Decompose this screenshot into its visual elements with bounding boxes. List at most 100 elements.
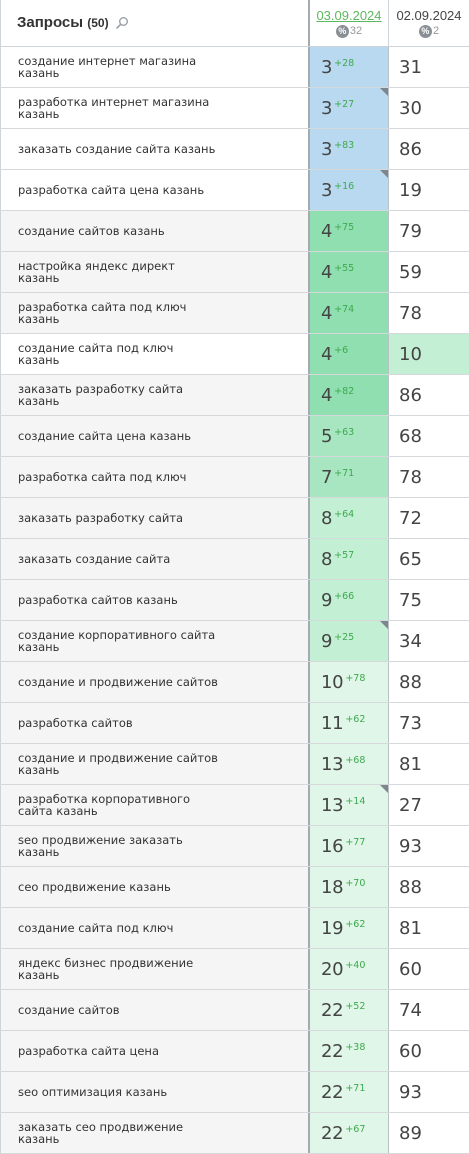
prev-position-cell[interactable]: 88 (389, 867, 470, 907)
prev-position-cell[interactable]: 73 (389, 703, 470, 743)
position-cell[interactable]: 4 +75 (308, 211, 389, 251)
position-cell[interactable]: 18 +70 (308, 867, 389, 907)
table-row[interactable]: разработка корпоративного сайта казань 13… (0, 785, 470, 826)
position-cell[interactable]: 4 +74 (308, 293, 389, 333)
table-row[interactable]: создание сайтов казань 4 +75 79 (0, 211, 470, 252)
prev-position-cell[interactable]: 86 (389, 375, 470, 415)
position-cell[interactable]: 11 +62 (308, 703, 389, 743)
query-cell[interactable]: создание и продвижение сайтов (0, 662, 308, 702)
query-cell[interactable]: настройка яндекс директ казань (0, 252, 308, 292)
position-cell[interactable]: 3 +83 (308, 129, 389, 169)
query-cell[interactable]: создание сайтов казань (0, 211, 308, 251)
position-cell[interactable]: 4 +6 (308, 334, 389, 374)
date-column-header-1[interactable]: 03.09.2024 % 32 (308, 0, 389, 46)
position-cell[interactable]: 16 +77 (308, 826, 389, 866)
query-cell[interactable]: seo оптимизация казань (0, 1072, 308, 1112)
position-cell[interactable]: 4 +82 (308, 375, 389, 415)
position-cell[interactable]: 10 +78 (308, 662, 389, 702)
table-row[interactable]: заказать сео продвижение казань 22 +67 89 (0, 1113, 470, 1154)
date-link-1[interactable]: 03.09.2024 (316, 8, 382, 23)
query-cell[interactable]: разработка сайта под ключ казань (0, 293, 308, 333)
table-row[interactable]: создание сайтов 22 +52 74 (0, 990, 470, 1031)
query-cell[interactable]: заказать сео продвижение казань (0, 1113, 308, 1153)
prev-position-cell[interactable]: 65 (389, 539, 470, 579)
table-row[interactable]: заказать создание сайта казань 3 +83 86 (0, 129, 470, 170)
position-cell[interactable]: 13 +68 (308, 744, 389, 784)
table-row[interactable]: создание корпоративного сайта казань 9 +25… (0, 621, 470, 662)
position-cell[interactable]: 7 +71 (308, 457, 389, 497)
prev-position-cell[interactable]: 78 (389, 293, 470, 333)
position-cell[interactable]: 20 +40 (308, 949, 389, 989)
query-cell[interactable]: разработка сайтов (0, 703, 308, 743)
table-row[interactable]: создание сайта под ключ 19 +62 81 (0, 908, 470, 949)
prev-position-cell[interactable]: 81 (389, 744, 470, 784)
prev-position-cell[interactable]: 60 (389, 1031, 470, 1071)
query-cell[interactable]: заказать разработку сайта казань (0, 375, 308, 415)
table-row[interactable]: seo оптимизация казань 22 +71 93 (0, 1072, 470, 1113)
prev-position-cell[interactable]: 86 (389, 129, 470, 169)
prev-position-cell[interactable]: 59 (389, 252, 470, 292)
table-row[interactable]: разработка сайта цена 22 +38 60 (0, 1031, 470, 1072)
table-row[interactable]: создание сайта цена казань 5 +63 68 (0, 416, 470, 457)
table-row[interactable]: заказать разработку сайта казань 4 +82 86 (0, 375, 470, 416)
query-cell[interactable]: разработка сайта под ключ (0, 457, 308, 497)
query-cell[interactable]: создание корпоративного сайта казань (0, 621, 308, 661)
position-cell[interactable]: 9 +25 (308, 621, 389, 661)
position-cell[interactable]: 22 +52 (308, 990, 389, 1030)
query-cell[interactable]: создание и продвижение сайтов казань (0, 744, 308, 784)
table-row[interactable]: заказать создание сайта 8 +57 65 (0, 539, 470, 580)
prev-position-cell[interactable]: 30 (389, 88, 470, 128)
table-row[interactable]: разработка сайта цена казань 3 +16 19 (0, 170, 470, 211)
table-row[interactable]: разработка сайта под ключ казань 4 +74 78 (0, 293, 470, 334)
query-cell[interactable]: разработка сайта цена казань (0, 170, 308, 210)
prev-position-cell[interactable]: 93 (389, 1072, 470, 1112)
table-row[interactable]: создание интернет магазина казань 3 +28 31 (0, 47, 470, 88)
position-cell[interactable]: 3 +28 (308, 47, 389, 87)
position-cell[interactable]: 3 +16 (308, 170, 389, 210)
query-cell[interactable]: разработка интернет магазина казань (0, 88, 308, 128)
query-cell[interactable]: заказать создание сайта казань (0, 129, 308, 169)
table-row[interactable]: создание и продвижение сайтов 10 +78 88 (0, 662, 470, 703)
table-row[interactable]: заказать разработку сайта 8 +64 72 (0, 498, 470, 539)
table-row[interactable]: настройка яндекс директ казань 4 +55 59 (0, 252, 470, 293)
prev-position-cell[interactable]: 19 (389, 170, 470, 210)
query-cell[interactable]: создание сайта под ключ казань (0, 334, 308, 374)
position-cell[interactable]: 4 +55 (308, 252, 389, 292)
prev-position-cell[interactable]: 60 (389, 949, 470, 989)
prev-position-cell[interactable]: 74 (389, 990, 470, 1030)
query-cell[interactable]: заказать разработку сайта (0, 498, 308, 538)
query-cell[interactable]: seo продвижение заказать казань (0, 826, 308, 866)
query-cell[interactable]: сео продвижение казань (0, 867, 308, 907)
position-cell[interactable]: 13 +14 (308, 785, 389, 825)
position-cell[interactable]: 5 +63 (308, 416, 389, 456)
prev-position-cell[interactable]: 93 (389, 826, 470, 866)
prev-position-cell[interactable]: 68 (389, 416, 470, 456)
prev-position-cell[interactable]: 88 (389, 662, 470, 702)
table-row[interactable]: создание и продвижение сайтов казань 13 +6… (0, 744, 470, 785)
query-cell[interactable]: заказать создание сайта (0, 539, 308, 579)
prev-position-cell[interactable]: 89 (389, 1113, 470, 1153)
position-cell[interactable]: 8 +57 (308, 539, 389, 579)
table-row[interactable]: разработка сайта под ключ 7 +71 78 (0, 457, 470, 498)
position-cell[interactable]: 22 +71 (308, 1072, 389, 1112)
prev-position-cell[interactable]: 10 (389, 334, 470, 374)
position-cell[interactable]: 19 +62 (308, 908, 389, 948)
query-cell[interactable]: создание интернет магазина казань (0, 47, 308, 87)
query-cell[interactable]: разработка корпоративного сайта казань (0, 785, 308, 825)
query-cell[interactable]: разработка сайтов казань (0, 580, 308, 620)
position-cell[interactable]: 22 +38 (308, 1031, 389, 1071)
table-row[interactable]: разработка интернет магазина казань 3 +27 3… (0, 88, 470, 129)
prev-position-cell[interactable]: 27 (389, 785, 470, 825)
prev-position-cell[interactable]: 78 (389, 457, 470, 497)
search-icon[interactable] (115, 16, 129, 30)
table-row[interactable]: сео продвижение казань 18 +70 88 (0, 867, 470, 908)
position-cell[interactable]: 8 +64 (308, 498, 389, 538)
prev-position-cell[interactable]: 81 (389, 908, 470, 948)
prev-position-cell[interactable]: 72 (389, 498, 470, 538)
table-row[interactable]: разработка сайтов казань 9 +66 75 (0, 580, 470, 621)
query-cell[interactable]: создание сайта цена казань (0, 416, 308, 456)
query-cell[interactable]: разработка сайта цена (0, 1031, 308, 1071)
prev-position-cell[interactable]: 34 (389, 621, 470, 661)
position-cell[interactable]: 9 +66 (308, 580, 389, 620)
table-row[interactable]: разработка сайтов 11 +62 73 (0, 703, 470, 744)
